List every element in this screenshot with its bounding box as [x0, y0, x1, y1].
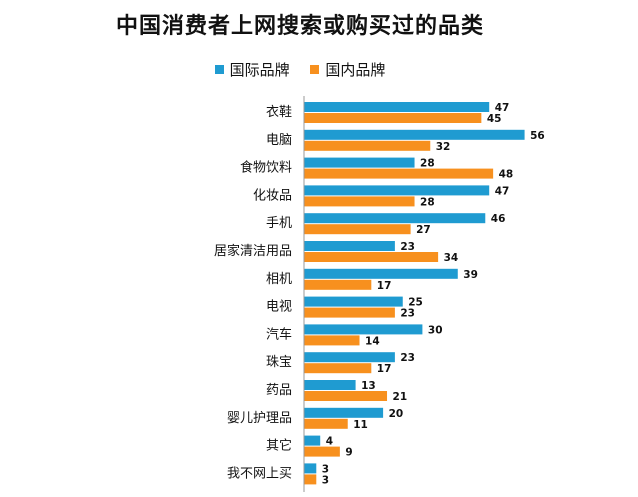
data-label: 4: [326, 436, 333, 448]
bar-domestic: [304, 307, 395, 318]
legend-item-domestic: 国内品牌: [310, 59, 385, 80]
legend-label-international: 国际品牌: [229, 61, 290, 79]
bar-domestic: [304, 474, 317, 485]
data-label: 23: [400, 352, 415, 364]
legend-swatch-international: [214, 65, 224, 74]
bar-international: [304, 185, 490, 196]
bar-domestic: [304, 224, 411, 235]
category-label: 电视: [266, 300, 292, 315]
category-label: 居家清洁用品: [214, 243, 292, 259]
bar-domestic: [304, 113, 482, 123]
bar-international: [304, 213, 486, 224]
data-label: 21: [393, 391, 408, 403]
data-label: 3: [322, 474, 329, 486]
data-label: 48: [499, 169, 514, 181]
data-label: 28: [420, 158, 435, 170]
data-label: 13: [361, 380, 376, 392]
data-label: 45: [487, 113, 502, 125]
category-label: 化妆品: [253, 188, 292, 203]
category-label: 食物饮料: [240, 160, 292, 176]
category-label: 电脑: [266, 133, 292, 148]
bar-domestic: [304, 335, 360, 346]
data-label: 17: [377, 363, 392, 375]
legend-swatch-domestic: [310, 65, 320, 74]
bar-international: [304, 463, 317, 474]
bar-international: [304, 296, 403, 307]
data-label: 11: [353, 419, 368, 431]
data-label: 46: [491, 213, 506, 225]
category-label: 相机: [266, 272, 292, 287]
bar-domestic: [304, 252, 439, 262]
data-label: 17: [377, 280, 392, 292]
bar-domestic: [304, 446, 340, 457]
data-label: 47: [495, 102, 510, 114]
bar-domestic: [304, 196, 415, 207]
bar-domestic: [304, 140, 431, 151]
bar-domestic: [304, 391, 388, 401]
category-label: 我不网上买: [227, 466, 292, 481]
data-label: 47: [495, 185, 510, 197]
data-label: 30: [428, 324, 443, 336]
legend-label-domestic: 国内品牌: [325, 61, 386, 79]
category-label: 衣鞋: [266, 104, 292, 120]
category-label: 汽车: [266, 326, 292, 342]
bar-domestic: [304, 418, 348, 429]
bar-international: [304, 129, 525, 140]
data-label: 25: [408, 297, 423, 309]
bar-international: [304, 407, 384, 418]
bar-international: [304, 241, 395, 251]
data-label: 56: [530, 130, 545, 142]
bar-international: [304, 268, 458, 279]
category-label: 珠宝: [266, 355, 292, 370]
category-label: 手机: [266, 216, 292, 231]
legend: 国际品牌 国内品牌: [0, 59, 600, 80]
bar-domestic: [304, 363, 372, 374]
data-label: 3: [322, 463, 329, 475]
category-label: 婴儿护理品: [227, 411, 292, 426]
data-label: 27: [416, 224, 431, 236]
category-label: 药品: [266, 383, 292, 398]
data-label: 34: [444, 252, 459, 264]
category-label: 其它: [266, 438, 292, 454]
data-label: 23: [400, 308, 415, 320]
bar-international: [304, 157, 415, 168]
data-label: 14: [365, 335, 380, 347]
data-label: 20: [389, 408, 404, 420]
bar-domestic: [304, 168, 494, 179]
data-label: 9: [345, 447, 352, 459]
bar-international: [304, 352, 395, 363]
data-label: 23: [400, 241, 415, 253]
data-label: 28: [420, 196, 435, 208]
legend-item-international: 国际品牌: [214, 59, 290, 80]
bar-international: [304, 102, 490, 112]
bar-international: [304, 435, 321, 446]
bar-international: [304, 380, 356, 390]
chart-title: 中国消费者上网搜索或购买过的品类: [115, 14, 484, 39]
bar-international: [304, 324, 423, 335]
bar-domestic: [304, 279, 372, 290]
data-label: 39: [463, 269, 478, 281]
data-label: 32: [436, 141, 451, 153]
